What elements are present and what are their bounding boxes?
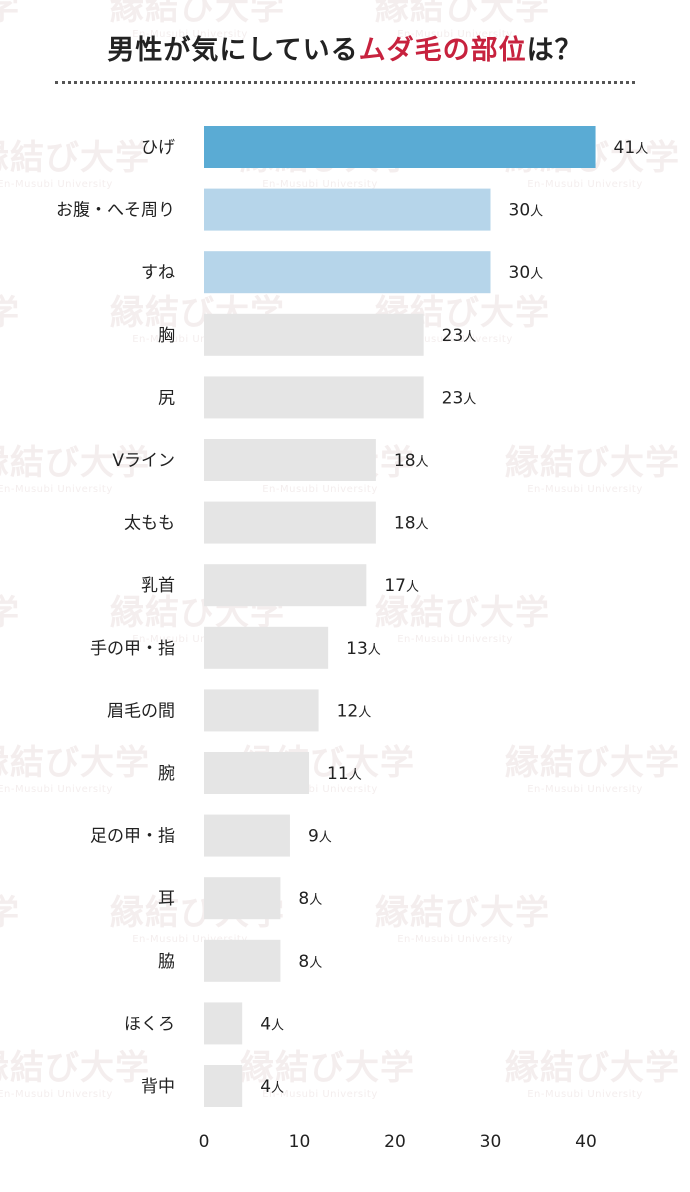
value-number: 23	[442, 388, 464, 408]
value-number: 30	[509, 263, 531, 283]
x-tick-label: 30	[480, 1132, 502, 1152]
bar	[204, 188, 491, 231]
value-unit: 人	[349, 768, 362, 783]
value-unit: 人	[463, 392, 476, 407]
category-label: Vライン	[112, 451, 175, 471]
title-prefix: 男性が気にしている	[107, 35, 359, 66]
value-label: 18人	[394, 514, 429, 534]
value-unit: 人	[635, 142, 648, 157]
bar	[204, 752, 310, 794]
bar	[204, 877, 281, 920]
category-label: 手の甲・指	[90, 639, 175, 659]
bar	[204, 626, 329, 669]
value-label: 23人	[442, 388, 477, 408]
x-tick-label: 10	[289, 1132, 311, 1152]
value-number: 8	[298, 889, 309, 909]
bar	[204, 251, 491, 294]
bar	[204, 126, 596, 168]
x-tick-label: 40	[575, 1132, 597, 1152]
value-unit: 人	[271, 1018, 284, 1033]
value-label: 30人	[509, 263, 544, 283]
value-unit: 人	[463, 330, 476, 345]
category-label: 乳首	[141, 576, 175, 596]
value-label: 41人	[614, 138, 649, 158]
title-suffix: は？	[526, 35, 583, 66]
value-unit: 人	[271, 1081, 284, 1096]
x-tick-label: 20	[384, 1132, 406, 1152]
category-label: 脇	[158, 952, 175, 972]
bar	[204, 439, 376, 481]
value-number: 12	[337, 701, 359, 721]
value-label: 17人	[384, 576, 419, 596]
value-unit: 人	[309, 893, 322, 908]
value-number: 9	[308, 827, 319, 847]
value-number: 18	[394, 451, 416, 471]
page-title: 男性が気にしているムダ毛の部位は？	[0, 28, 690, 67]
value-unit: 人	[416, 518, 429, 533]
bar	[204, 501, 376, 544]
category-label: お腹・へそ周り	[56, 201, 175, 221]
bar	[204, 313, 424, 356]
value-number: 4	[260, 1014, 271, 1034]
bar	[204, 689, 319, 732]
bar	[204, 376, 424, 419]
category-label: 耳	[158, 889, 175, 909]
value-label: 8人	[298, 889, 322, 909]
value-label: 18人	[394, 451, 429, 471]
value-unit: 人	[530, 267, 543, 282]
value-label: 9人	[308, 827, 332, 847]
value-number: 4	[260, 1077, 271, 1097]
value-label: 13人	[346, 639, 381, 659]
value-unit: 人	[358, 705, 371, 720]
value-label: 8人	[298, 952, 322, 972]
value-label: 30人	[509, 201, 544, 221]
value-number: 30	[509, 201, 531, 221]
value-unit: 人	[319, 831, 332, 846]
value-number: 18	[394, 514, 416, 534]
bar	[204, 939, 281, 982]
category-label: 腕	[158, 764, 175, 784]
value-number: 17	[384, 576, 406, 596]
value-unit: 人	[368, 643, 381, 658]
category-label: すね	[141, 263, 175, 283]
value-label: 23人	[442, 326, 477, 346]
bar	[204, 1065, 243, 1107]
bar	[204, 814, 290, 857]
value-number: 8	[298, 952, 309, 972]
category-label: 太もも	[124, 514, 175, 534]
value-number: 13	[346, 639, 368, 659]
value-number: 41	[614, 138, 636, 158]
category-label: 眉毛の間	[107, 701, 175, 721]
category-label: 胸	[158, 326, 175, 346]
bar	[204, 1002, 243, 1045]
category-label: 足の甲・指	[90, 827, 175, 847]
value-unit: 人	[530, 205, 543, 220]
value-label: 4人	[260, 1077, 284, 1097]
value-number: 23	[442, 326, 464, 346]
bar	[204, 564, 367, 607]
x-tick-label: 0	[199, 1132, 210, 1152]
category-label: ほくろ	[124, 1014, 175, 1034]
value-unit: 人	[416, 455, 429, 470]
category-label: ひげ	[141, 138, 175, 158]
value-label: 4人	[260, 1014, 284, 1034]
value-unit: 人	[406, 580, 419, 595]
category-label: 背中	[141, 1077, 175, 1097]
value-number: 11	[327, 764, 349, 784]
category-label: 尻	[158, 388, 175, 408]
title-divider	[55, 81, 635, 84]
title-accent: ムダ毛の部位	[358, 35, 527, 66]
value-label: 12人	[337, 701, 372, 721]
value-label: 11人	[327, 764, 362, 784]
value-unit: 人	[309, 956, 322, 971]
